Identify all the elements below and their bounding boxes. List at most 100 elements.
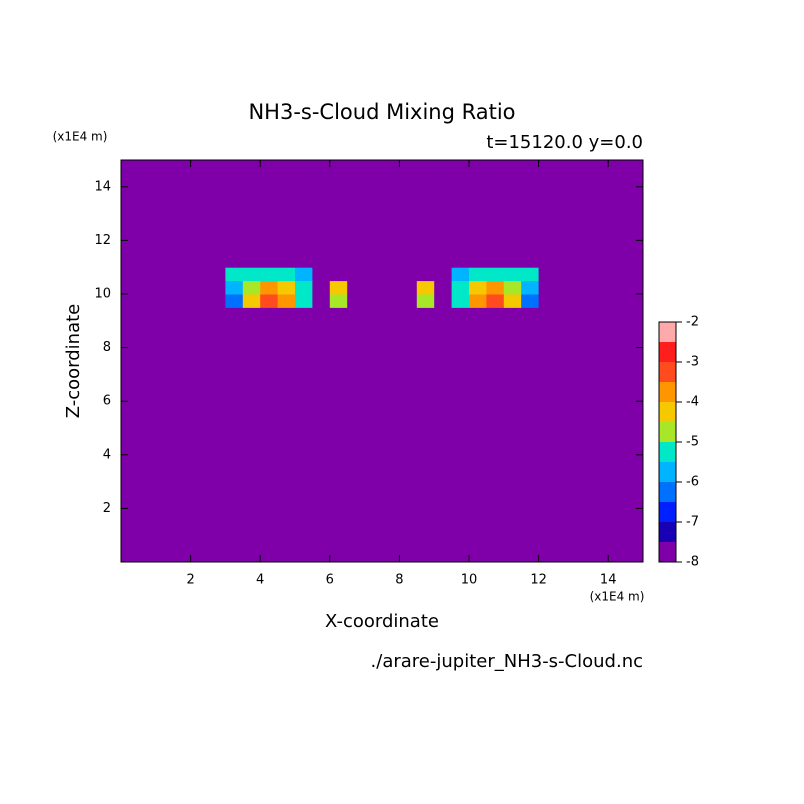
field-cell — [347, 495, 366, 509]
field-cell — [451, 401, 470, 416]
field-cell — [469, 160, 487, 174]
field-cell — [538, 441, 557, 456]
colorbar-swatch — [659, 462, 676, 482]
field-cell — [573, 401, 592, 416]
field-cell — [242, 200, 261, 215]
field-cell — [260, 521, 279, 536]
field-cell — [608, 548, 627, 563]
field-cell — [121, 253, 139, 268]
field-cell — [312, 535, 331, 550]
field-cell — [173, 200, 192, 215]
field-cell — [260, 548, 279, 563]
field-cell — [347, 481, 366, 496]
field-cell — [208, 253, 226, 268]
field-cell — [556, 387, 574, 402]
field-cell — [190, 387, 209, 402]
field-cell — [277, 213, 296, 228]
field-cell — [329, 414, 348, 429]
field-cell — [486, 280, 505, 295]
field-cell — [486, 535, 505, 550]
field-cell — [434, 508, 453, 523]
field-cell — [329, 320, 348, 335]
field-cell — [521, 347, 540, 362]
field-cell — [312, 401, 331, 416]
field-cell — [503, 454, 522, 469]
field-cell — [277, 320, 296, 335]
field-cell — [608, 401, 627, 416]
field-cell — [364, 508, 383, 523]
field-cell — [173, 280, 192, 295]
field-cell — [208, 468, 226, 483]
field-cell — [503, 334, 522, 349]
field-cell — [312, 320, 331, 335]
field-cell — [486, 454, 505, 469]
field-cell — [173, 374, 192, 389]
field-cell — [277, 521, 296, 536]
field-cell — [242, 441, 261, 456]
field-cell — [521, 468, 540, 483]
field-cell — [521, 267, 540, 282]
field-cell — [382, 240, 400, 255]
field-cell — [434, 240, 453, 255]
field-cell — [225, 320, 244, 335]
field-cell — [155, 441, 174, 456]
field-cell — [329, 227, 348, 241]
field-cell — [434, 361, 453, 375]
field-cell — [364, 401, 383, 416]
field-cell — [625, 428, 644, 442]
field-cell — [625, 280, 644, 295]
field-cell — [138, 428, 157, 442]
field-cell — [190, 468, 209, 483]
field-cell — [434, 334, 453, 349]
colorbar-tick-label: -4 — [686, 395, 699, 410]
colorbar-swatch — [659, 402, 676, 422]
field-cell — [556, 173, 574, 188]
field-cell — [364, 307, 383, 322]
field-cell — [277, 454, 296, 469]
field-cell — [416, 280, 435, 295]
field-cell — [208, 213, 226, 228]
field-cell — [382, 320, 400, 335]
field-cell — [434, 535, 453, 550]
field-cell — [416, 320, 435, 335]
colorbar-tick-label: -3 — [686, 355, 699, 370]
field-cell — [329, 387, 348, 402]
field-cell — [521, 320, 540, 335]
field-cell — [503, 240, 522, 255]
field-cell — [190, 213, 209, 228]
field-cell — [625, 294, 644, 308]
field-cell — [295, 186, 313, 201]
field-cell — [138, 160, 157, 174]
field-cell — [364, 441, 383, 456]
field-cell — [521, 227, 540, 241]
field-cell — [260, 213, 279, 228]
field-cell — [382, 495, 400, 509]
field-cell — [364, 374, 383, 389]
field-cell — [608, 160, 627, 174]
field-cell — [434, 441, 453, 456]
field-cell — [451, 387, 470, 402]
field-cell — [155, 495, 174, 509]
field-cell — [416, 441, 435, 456]
field-cell — [503, 160, 522, 174]
field-cell — [138, 548, 157, 563]
field-cell — [434, 374, 453, 389]
field-cell — [155, 160, 174, 174]
field-cell — [573, 213, 592, 228]
field-cell — [295, 200, 313, 215]
field-cell — [451, 361, 470, 375]
field-cell — [399, 280, 418, 295]
field-cell — [312, 481, 331, 496]
field-cell — [416, 535, 435, 550]
field-cell — [486, 294, 505, 308]
field-cell — [382, 508, 400, 523]
field-cell — [329, 307, 348, 322]
field-cell — [573, 414, 592, 429]
field-cell — [347, 320, 366, 335]
field-cell — [521, 334, 540, 349]
field-cell — [573, 200, 592, 215]
field-cell — [434, 213, 453, 228]
field-cell — [190, 294, 209, 308]
field-cell — [625, 347, 644, 362]
